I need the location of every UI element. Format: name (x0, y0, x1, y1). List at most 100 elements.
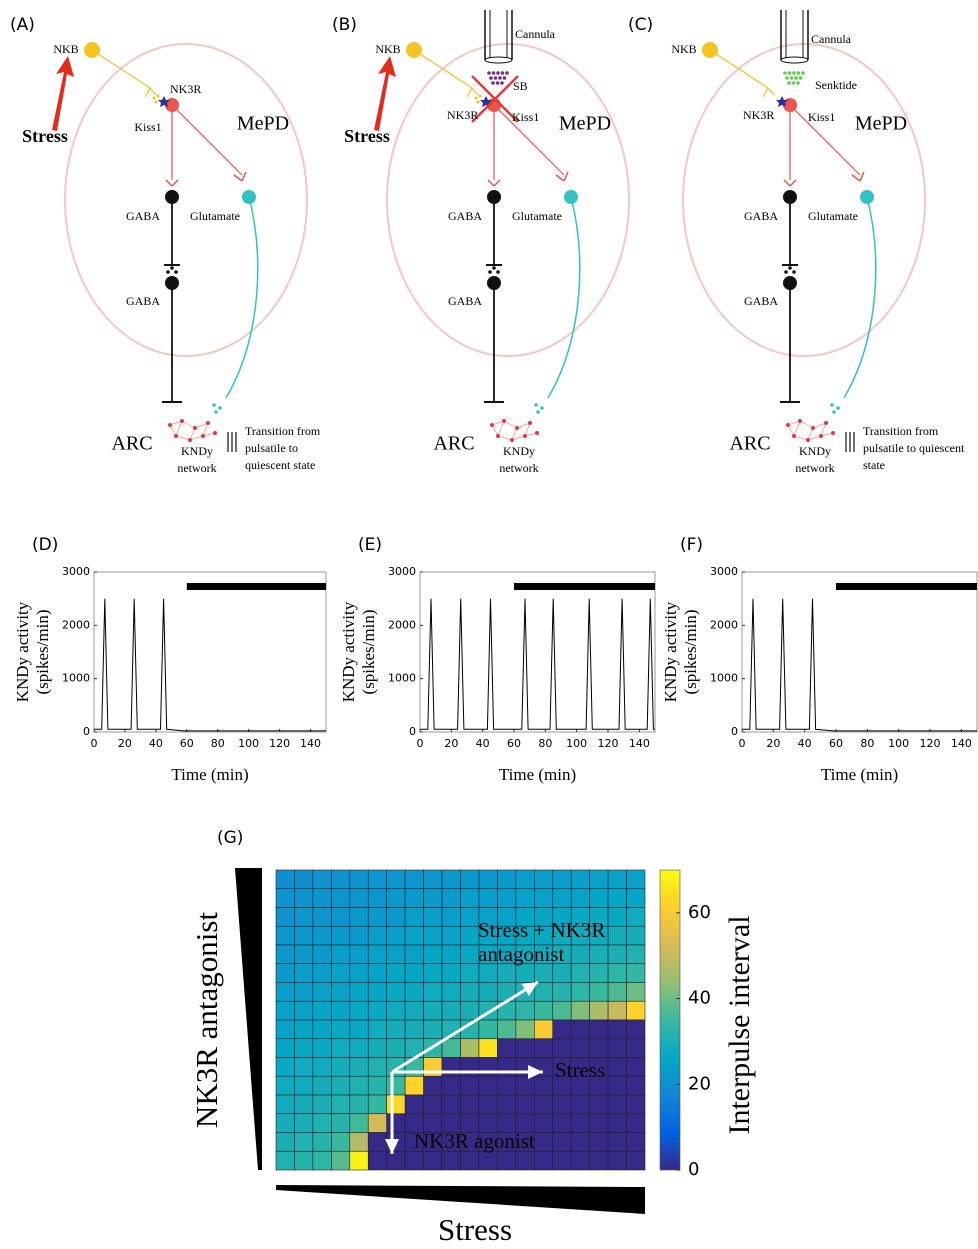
kiss1-label: Kiss1 (134, 120, 161, 134)
heatmap-cell (331, 1150, 351, 1171)
heatmap-cell (331, 1038, 351, 1058)
connection (767, 87, 775, 96)
heatmap-cell (294, 907, 314, 927)
panel-label: (D) (32, 535, 58, 555)
heatmap-cell (607, 907, 627, 927)
heatmap-cell (312, 1038, 332, 1058)
heatmap-cell (460, 982, 480, 1002)
y-tick-label: 3000 (62, 565, 90, 578)
heatmap-cell (515, 963, 535, 983)
heatmap-cell (294, 1057, 314, 1077)
heatmap-cell (441, 982, 461, 1002)
heatmap-cell (515, 1150, 535, 1171)
heatmap-cell (386, 963, 406, 983)
x-tick-label: 100 (566, 737, 587, 750)
transition-label: pulsatile to (245, 441, 298, 455)
heatmap-cell (497, 1150, 517, 1171)
heatmap-cell (626, 982, 646, 1002)
heatmap-cell (349, 1094, 369, 1115)
glutamate-axon (547, 196, 581, 399)
heatmap-cell (367, 869, 388, 890)
network-edge (189, 435, 204, 441)
heatmap-cell (275, 1075, 295, 1096)
drug-particle (493, 76, 498, 80)
heatmap-cell (294, 944, 314, 965)
network-edge (524, 432, 538, 437)
heatmap-cell (589, 1150, 609, 1171)
heatmap-cell (275, 869, 295, 890)
heatmap-cell (626, 1150, 646, 1171)
kndy-neuron (786, 423, 790, 427)
nk3r-label: NK3R (170, 82, 201, 96)
kndy-neuron (490, 423, 494, 427)
nkb-label: NKB (53, 42, 78, 56)
heatmap-cell (331, 888, 351, 908)
drug-particle (789, 76, 794, 80)
heatmap-cell (589, 982, 609, 1002)
network-edge (202, 432, 216, 437)
nk3r-receptor (776, 96, 788, 107)
y-tick-label: 0 (731, 725, 738, 738)
heatmap-cell (386, 1000, 406, 1021)
heatmap-cell (533, 1150, 554, 1171)
x-axis-label: Time (min) (171, 765, 248, 784)
heatmap-cell (404, 963, 424, 983)
drug-particle (489, 76, 493, 80)
network-edge (503, 420, 518, 429)
kndy-label: network (177, 461, 216, 475)
x-tick-label: 120 (269, 737, 290, 750)
heatmap-cell (331, 1000, 351, 1021)
kndy-neuron (792, 434, 796, 438)
mepd-region (682, 43, 926, 357)
vesicle (536, 410, 540, 414)
heatmap-cell (570, 869, 590, 890)
heatmap-cell (570, 1094, 590, 1115)
heatmap-cell (607, 1075, 627, 1096)
heatmap-cell (367, 1038, 388, 1058)
x-tick-label: 80 (211, 737, 225, 750)
kndy-neuron (180, 419, 184, 423)
vesicle (832, 410, 836, 414)
y-axis-label: NK3R antagonist (189, 912, 224, 1129)
heatmap-cell (294, 1150, 314, 1171)
heatmap-cell (423, 869, 443, 890)
heatmap-cell (404, 1000, 424, 1021)
heatmap-cell (497, 869, 517, 890)
kndy-neuron (535, 431, 539, 435)
y-axis-label: KNDy activity (339, 601, 358, 702)
gaba-label: GABA (744, 209, 778, 223)
connection (851, 174, 861, 182)
drug-particle (502, 76, 507, 80)
nkb-neuron (406, 42, 422, 58)
heatmap-cell (478, 1150, 498, 1171)
heatmap-cell (497, 888, 517, 908)
heatmap-cell (423, 1075, 443, 1096)
heatmap-cell (607, 944, 627, 965)
x-axis-wedge (276, 1185, 645, 1214)
heatmap-cell (349, 888, 369, 908)
y-tick-label: 0 (409, 725, 416, 738)
vesicle (166, 270, 170, 274)
heatmap-cell (607, 982, 627, 1002)
heatmap-cell (294, 1075, 314, 1096)
glutamate-label: Glutamate (512, 209, 562, 223)
mepd-label: MePD (855, 113, 907, 135)
y-axis-label: (spikes/min) (33, 610, 52, 695)
colorbar-tick-label: 40 (688, 988, 711, 1009)
heatmap-cell (386, 888, 406, 908)
heatmap-cell (275, 1113, 295, 1133)
nkb-vesicle (154, 100, 158, 104)
heatmap-cell (460, 1038, 480, 1058)
heatmap-cell (533, 1019, 554, 1040)
drug-particle (791, 81, 796, 85)
x-tick-label: 40 (149, 737, 163, 750)
heatmap-cell (294, 1094, 314, 1115)
heatmap-cell (367, 1000, 388, 1021)
heatmap-cell (533, 1000, 554, 1021)
heatmap-cell (460, 907, 480, 927)
heatmap-cell (349, 925, 369, 946)
connection (466, 87, 473, 98)
heatmap-cell (404, 982, 424, 1002)
heatmap-cell (607, 1000, 627, 1021)
glutamate-label: Glutamate (808, 209, 858, 223)
